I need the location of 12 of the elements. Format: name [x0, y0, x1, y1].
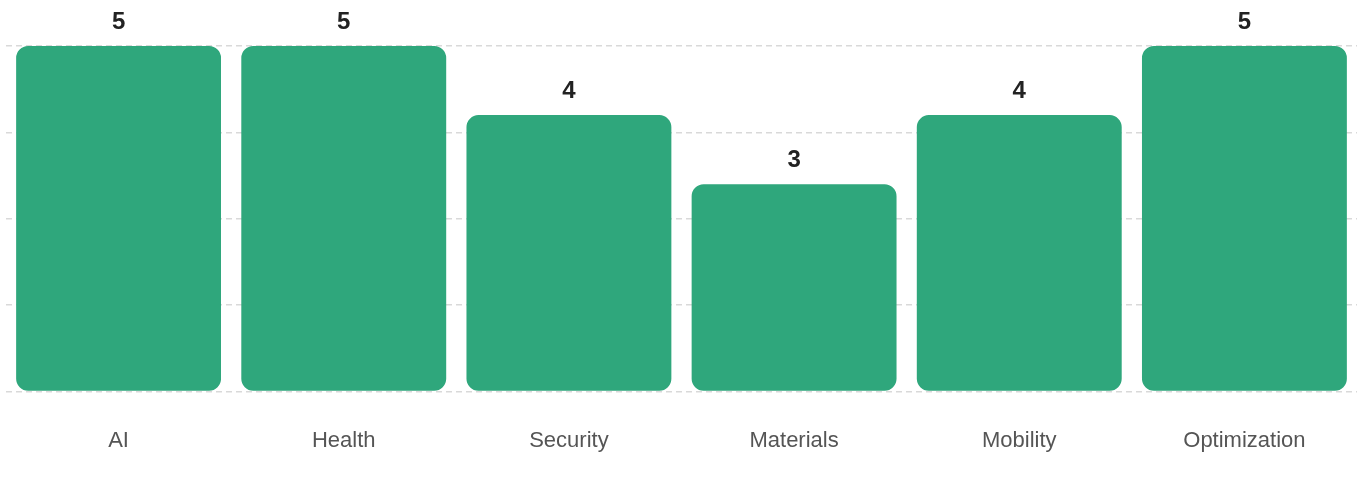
x-tick-label: Materials — [749, 426, 839, 452]
x-tick-label: Mobility — [981, 426, 1057, 452]
x-tick-label: AI — [108, 426, 129, 452]
data-label: 4 — [1012, 75, 1027, 103]
x-tick-label: Optimization — [1183, 426, 1306, 452]
x-tick-label: Security — [529, 426, 609, 452]
data-label: 3 — [787, 144, 801, 172]
data-label: 5 — [1237, 6, 1252, 34]
x-tick-label: Health — [311, 426, 376, 452]
data-label: 5 — [111, 6, 126, 34]
data-label: 4 — [562, 75, 577, 103]
data-label: 5 — [337, 6, 351, 34]
